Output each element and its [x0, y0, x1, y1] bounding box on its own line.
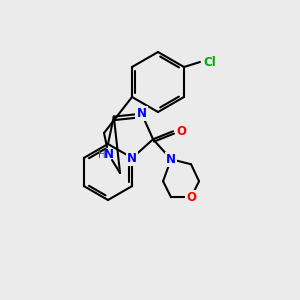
- Text: N: N: [166, 153, 176, 166]
- Text: Cl: Cl: [203, 56, 216, 68]
- Text: N: N: [137, 107, 147, 120]
- Text: H: H: [98, 150, 106, 160]
- Text: N: N: [104, 148, 114, 161]
- Text: N: N: [127, 152, 137, 164]
- Text: O: O: [176, 125, 186, 138]
- Text: O: O: [186, 191, 196, 204]
